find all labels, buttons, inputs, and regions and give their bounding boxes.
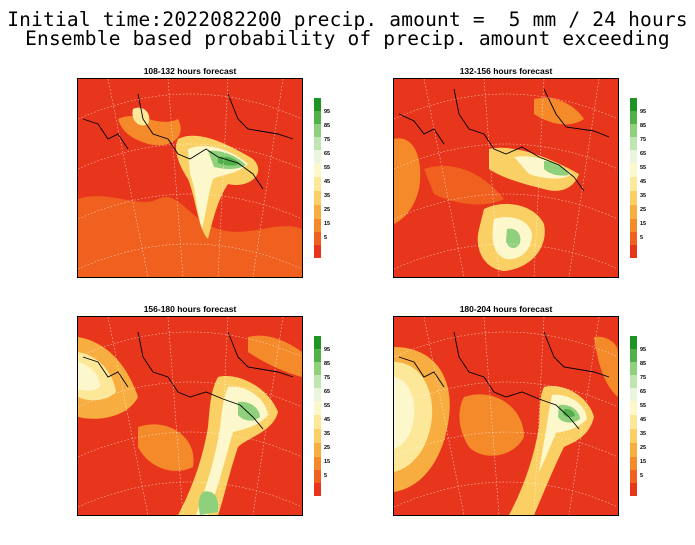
chart-title-line1: Initial time:2022082200 precip. amount =… [7,8,688,31]
map-panel-156-180: 156-180 hours forecast [77,304,330,520]
colorbar-label: 65 [324,151,331,157]
colorbar-label: 95 [324,347,331,353]
probability-map [393,316,619,516]
colorbar-label: 25 [640,207,647,213]
colorbar-label: 75 [640,375,647,381]
colorbar-label: 85 [640,361,647,367]
colorbar-label: 5 [324,235,328,241]
colorbar-label: 5 [640,473,644,479]
colorbar-label: 5 [324,473,328,479]
colorbar-label: 15 [640,221,647,227]
colorbar-label: 55 [640,165,647,171]
colorbar [630,98,637,258]
colorbar-labels: 95 85 75 65 55 45 35 25 15 5 [324,98,344,258]
colorbar-label: 35 [640,431,647,437]
colorbar-labels: 95 85 75 65 55 45 35 25 15 5 [640,336,660,496]
probability-map [393,78,619,278]
colorbar-label: 25 [640,445,647,451]
chart-title-line2: Ensemble based probability of precip. am… [25,27,670,50]
colorbar-label: 25 [324,445,331,451]
colorbar-label: 25 [324,207,331,213]
colorbar [314,98,321,258]
colorbar-label: 95 [324,109,331,115]
colorbar-label: 75 [324,137,331,143]
colorbar-label: 35 [324,431,331,437]
panel-title: 108-132 hours forecast [143,66,237,76]
colorbar-label: 95 [640,347,647,353]
colorbar-label: 75 [324,375,331,381]
colorbar-label: 45 [640,417,647,423]
colorbar-label: 45 [324,179,331,185]
map-panel-180-204: 180-204 hours forecast [393,304,646,520]
colorbar-label: 65 [324,389,331,395]
colorbar-label: 15 [640,459,647,465]
colorbar-label: 85 [324,361,331,367]
colorbar-label: 45 [640,179,647,185]
panel-title: 132-156 hours forecast [459,66,553,76]
colorbar-labels: 95 85 75 65 55 45 35 25 15 5 [324,336,344,496]
map-panel-132-156: 132-156 hours forecast [393,66,646,282]
colorbar-label: 35 [324,193,331,199]
probability-map [77,78,303,278]
colorbar-label: 65 [640,151,647,157]
colorbar-label: 85 [324,123,331,129]
colorbar-labels: 95 85 75 65 55 45 35 25 15 5 [640,98,660,258]
map-panel-108-132: 108-132 hours forecast [77,66,330,282]
colorbar [314,336,321,496]
colorbar [630,336,637,496]
colorbar-label: 55 [324,403,331,409]
colorbar-label: 75 [640,137,647,143]
panel-title: 180-204 hours forecast [459,304,553,314]
colorbar-label: 15 [324,459,331,465]
colorbar-label: 85 [640,123,647,129]
colorbar-label: 35 [640,193,647,199]
colorbar-label: 65 [640,389,647,395]
probability-map [77,316,303,516]
colorbar-label: 55 [640,403,647,409]
colorbar-label: 15 [324,221,331,227]
colorbar-label: 55 [324,165,331,171]
colorbar-label: 45 [324,417,331,423]
colorbar-label: 5 [640,235,644,241]
panel-title: 156-180 hours forecast [143,304,237,314]
colorbar-label: 95 [640,109,647,115]
